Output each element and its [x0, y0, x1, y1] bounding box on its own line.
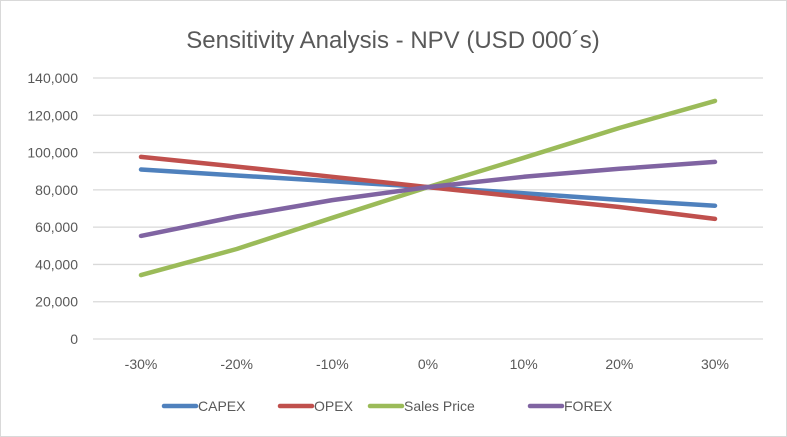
x-tick-label: 20% [605, 356, 633, 372]
legend-item: CAPEX [161, 398, 246, 414]
plot-series [138, 98, 718, 278]
y-tick-label: 0 [70, 331, 78, 347]
y-tick-label: 20,000 [35, 294, 78, 310]
legend-label: CAPEX [198, 398, 246, 414]
x-tick-label: -30% [125, 356, 158, 372]
series-forex [138, 159, 718, 239]
x-tick-label: 30% [701, 356, 729, 372]
y-tick-label: 120,000 [27, 107, 78, 123]
x-tick-label: -10% [316, 356, 349, 372]
legend-item: FOREX [527, 398, 613, 414]
y-tick-label: 140,000 [27, 70, 78, 86]
y-axis-tick-labels: 0 20,000 40,000 60,000 80,000 100,000 120,000 1… [27, 70, 78, 347]
x-tick-label: 10% [510, 356, 538, 372]
x-tick-label: 0% [418, 356, 438, 372]
x-axis-tick-labels: -30% -20% -10% 0% 10% 20% 30% [125, 356, 729, 372]
legend-item: Sales Price [367, 398, 475, 414]
chart-title: Sensitivity Analysis - NPV (USD 000´s) [186, 27, 599, 54]
y-tick-label: 100,000 [27, 145, 78, 161]
legend-label: OPEX [314, 398, 354, 414]
legend: CAPEX OPEX Sales Price FOREX [161, 398, 613, 414]
y-tick-label: 80,000 [35, 182, 78, 198]
legend-label: Sales Price [404, 398, 475, 414]
series-line [138, 159, 718, 239]
gridlines [93, 77, 763, 340]
legend-label: FOREX [564, 398, 613, 414]
y-tick-label: 40,000 [35, 256, 78, 272]
x-tick-label: -20% [220, 356, 253, 372]
legend-item: OPEX [277, 398, 354, 414]
y-tick-label: 60,000 [35, 219, 78, 235]
